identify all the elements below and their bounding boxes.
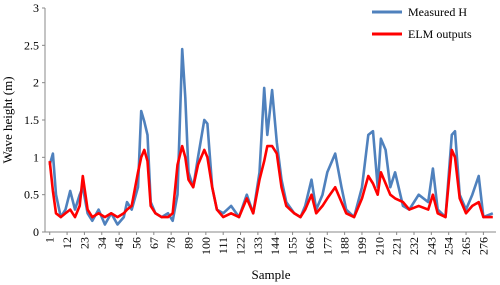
y-tick-label: 3: [33, 1, 39, 15]
y-tick-label: 0.5: [24, 188, 39, 202]
y-axis-title: Wave height (m): [0, 76, 15, 163]
y-tick-label: 1: [33, 150, 39, 164]
x-tick-label: 188: [338, 237, 352, 255]
x-tick-label: 144: [268, 237, 282, 255]
y-tick-label: 2.5: [24, 38, 39, 52]
x-tick-label: 23: [77, 237, 91, 249]
y-tick-label: 0: [33, 225, 39, 239]
y-tick-label: 2: [33, 76, 39, 90]
x-tick-label: 111: [216, 237, 230, 254]
legend-label: ELM outputs: [408, 27, 472, 41]
x-tick-label: 122: [234, 237, 248, 255]
x-tick-label: 67: [147, 237, 161, 249]
x-tick-label: 100: [199, 237, 213, 255]
legend-label: Measured H: [408, 5, 467, 19]
x-tick-label: 166: [303, 237, 317, 255]
series-line: [48, 47, 494, 226]
x-tick-label: 265: [459, 237, 473, 255]
x-tick-label: 1: [43, 237, 57, 243]
y-tick-label: 1.5: [24, 113, 39, 127]
x-tick-label: 276: [476, 237, 490, 255]
x-tick-label: 78: [164, 237, 178, 249]
x-tick-label: 34: [95, 237, 109, 249]
x-tick-label: 199: [355, 237, 369, 255]
x-tick-label: 89: [182, 237, 196, 249]
x-tick-label: 155: [286, 237, 300, 255]
x-tick-label: 45: [112, 237, 126, 249]
x-tick-label: 254: [442, 237, 456, 255]
x-tick-label: 221: [390, 237, 404, 255]
x-tick-label: 133: [251, 237, 265, 255]
x-tick-label: 243: [424, 237, 438, 255]
x-axis-title: Sample: [252, 267, 291, 282]
x-tick-label: 12: [60, 237, 74, 249]
x-tick-label: 56: [129, 237, 143, 249]
x-tick-label: 232: [407, 237, 421, 255]
x-tick-label: 177: [320, 237, 334, 255]
series-line: [48, 144, 493, 219]
x-tick-label: 210: [372, 237, 386, 255]
